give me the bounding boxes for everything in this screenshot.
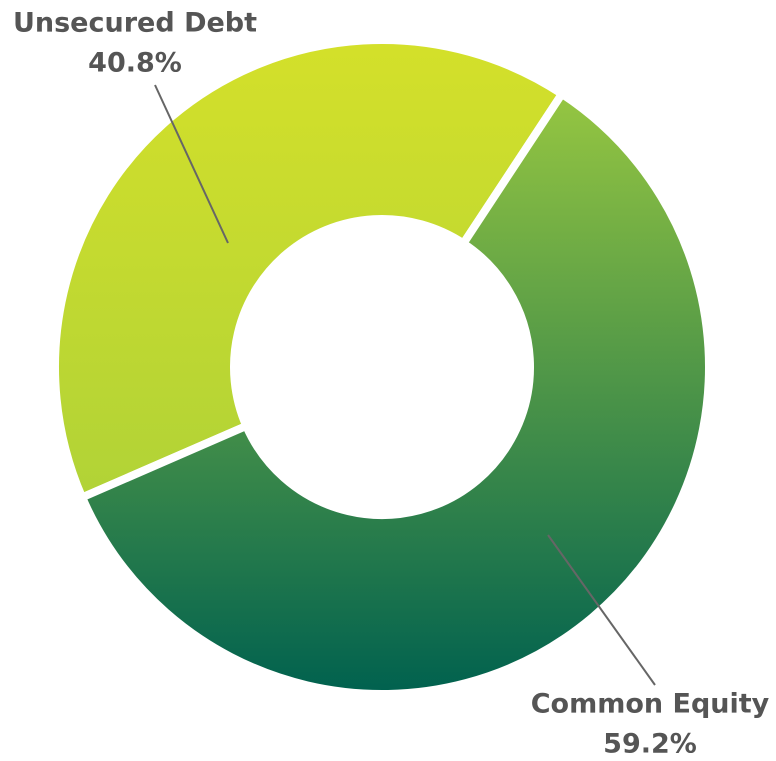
slice-value-label: 59.2%	[603, 729, 697, 760]
donut-slice	[51, 36, 568, 503]
slice-label: Common Equity	[531, 689, 770, 720]
leader-line	[154, 84, 229, 244]
slice-value-label: 40.8%	[88, 48, 182, 79]
leader-line	[547, 534, 656, 686]
donut-slice	[76, 88, 713, 698]
slice-label: Unsecured Debt	[13, 8, 257, 39]
